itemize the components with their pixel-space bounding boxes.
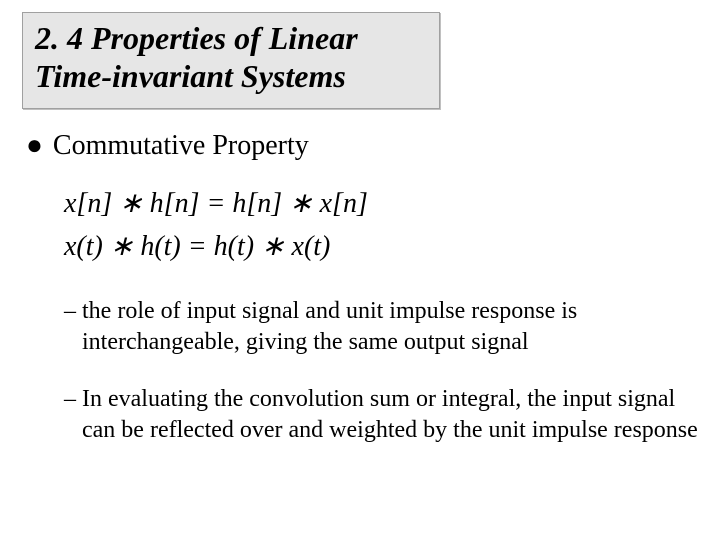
equation-1: x[n] ∗ h[n] = h[n] ∗ x[n]	[64, 182, 698, 225]
sub-bullet-2: – In evaluating the convolution sum or i…	[64, 384, 698, 445]
equation-2: x(t) ∗ h(t) = h(t) ∗ x(t)	[64, 225, 698, 268]
sub-bullet-1: – the role of input signal and unit impu…	[64, 296, 698, 357]
bullet-text: Commutative Property	[53, 131, 309, 162]
title-box: 2. 4 Properties of Linear Time-invariant…	[22, 12, 440, 109]
dash-marker-icon: –	[64, 296, 76, 357]
dash-marker-icon: –	[64, 384, 76, 445]
slide: 2. 4 Properties of Linear Time-invariant…	[0, 0, 720, 540]
bullet-marker-icon: ●	[26, 131, 43, 162]
equation-block: x[n] ∗ h[n] = h[n] ∗ x[n] x(t) ∗ h(t) = …	[64, 182, 698, 269]
slide-title: 2. 4 Properties of Linear Time-invariant…	[35, 19, 427, 96]
main-bullet: ● Commutative Property	[26, 131, 698, 162]
sub-bullet-2-text: In evaluating the convolution sum or int…	[82, 384, 698, 445]
sub-bullet-1-text: the role of input signal and unit impuls…	[82, 296, 698, 357]
